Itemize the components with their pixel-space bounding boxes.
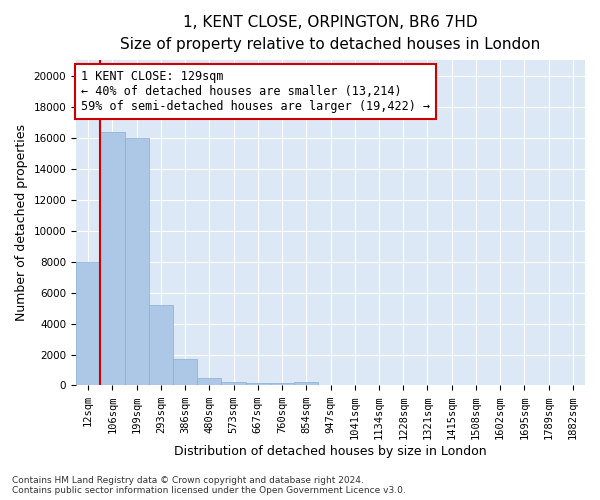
Bar xyxy=(270,384,294,386)
Bar xyxy=(125,138,149,386)
Text: Contains HM Land Registry data © Crown copyright and database right 2024.
Contai: Contains HM Land Registry data © Crown c… xyxy=(12,476,406,495)
Title: 1, KENT CLOSE, ORPINGTON, BR6 7HD
Size of property relative to detached houses i: 1, KENT CLOSE, ORPINGTON, BR6 7HD Size o… xyxy=(121,15,541,52)
Bar xyxy=(294,382,319,386)
Text: 1 KENT CLOSE: 129sqm
← 40% of detached houses are smaller (13,214)
59% of semi-d: 1 KENT CLOSE: 129sqm ← 40% of detached h… xyxy=(81,70,430,113)
Y-axis label: Number of detached properties: Number of detached properties xyxy=(15,124,28,322)
Bar xyxy=(221,382,245,386)
Bar xyxy=(197,378,221,386)
Bar xyxy=(76,262,100,386)
X-axis label: Distribution of detached houses by size in London: Distribution of detached houses by size … xyxy=(174,444,487,458)
Bar xyxy=(173,359,197,386)
Bar xyxy=(149,305,173,386)
Bar xyxy=(245,383,270,386)
Bar xyxy=(100,132,125,386)
